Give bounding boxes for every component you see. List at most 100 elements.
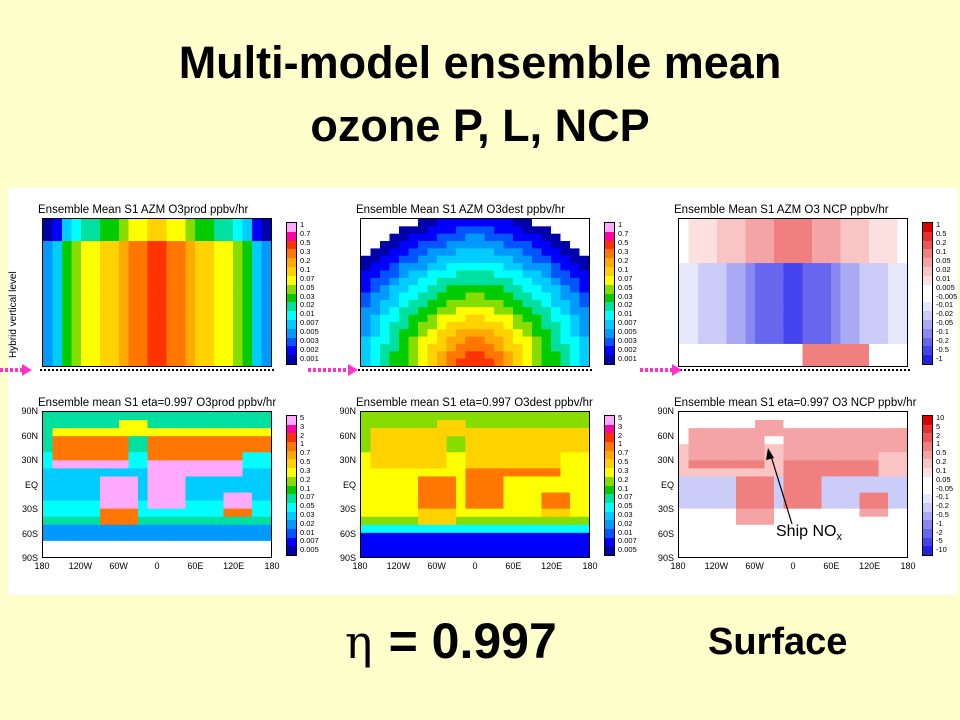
- heatmap-cell: [147, 540, 158, 550]
- heatmap-cell: [81, 444, 91, 453]
- heatmap-cell: [707, 307, 718, 316]
- colorbar-label: 0.3: [300, 246, 311, 256]
- heatmap-cell: [783, 263, 794, 271]
- heatmap-cell: [223, 307, 234, 316]
- heatmap-cell: [261, 292, 271, 301]
- heatmap-cell: [242, 255, 253, 264]
- heatmap-cell: [698, 270, 708, 279]
- heatmap-cell: [252, 468, 262, 477]
- heatmap-cell: [821, 452, 832, 461]
- heatmap-cell: [166, 452, 177, 461]
- heatmap-cell: [821, 444, 832, 453]
- heatmap-cell: [128, 219, 139, 227]
- heatmap-cell: [579, 452, 589, 461]
- heatmap-cell: [361, 219, 371, 227]
- heatmap-plot: [42, 218, 272, 367]
- heatmap-cell: [551, 444, 561, 453]
- heatmap-cell: [840, 468, 851, 477]
- heatmap-cell: [755, 468, 765, 477]
- heatmap-cell: [755, 524, 765, 534]
- heatmap-cell: [532, 508, 542, 518]
- colorbar-label: -0.1: [936, 492, 949, 502]
- heatmap-cell: [214, 484, 224, 494]
- heatmap-cell: [176, 460, 186, 469]
- heatmap-cell: [214, 444, 224, 453]
- colorbar-label: 0.01: [300, 527, 315, 537]
- heatmap-cell: [551, 351, 561, 360]
- heatmap-cell: [707, 508, 718, 518]
- heatmap-cell: [541, 226, 552, 235]
- heatmap-cell: [252, 248, 262, 257]
- heatmap-cell: [465, 336, 476, 345]
- heatmap-cell: [370, 277, 381, 286]
- heatmap-cell: [446, 329, 457, 338]
- heatmap-cell: [465, 508, 476, 518]
- heatmap-cell: [389, 358, 400, 366]
- heatmap-cell: [717, 468, 727, 477]
- heatmap-cell: [764, 255, 775, 264]
- heatmap-cell: [261, 277, 271, 286]
- heatmap-cell: [233, 532, 243, 542]
- heatmap-cell: [513, 524, 523, 534]
- heatmap-cell: [513, 248, 523, 257]
- heatmap-cell: [465, 524, 476, 534]
- heatmap-cell: [859, 329, 870, 338]
- heatmap-cell: [204, 226, 215, 235]
- colorbar-label: 0.2: [300, 255, 311, 265]
- heatmap-cell: [831, 343, 841, 352]
- heatmap-cell: [579, 277, 589, 286]
- heatmap-cell: [532, 263, 542, 271]
- heatmap-cell: [850, 508, 860, 518]
- heatmap-cell: [185, 241, 196, 249]
- heatmap-cell: [503, 299, 514, 308]
- heatmap-cell: [43, 307, 53, 316]
- heatmap-cell: [370, 219, 381, 227]
- heatmap-cell: [688, 548, 699, 557]
- heatmap-cell: [897, 524, 907, 534]
- heatmap-cell: [223, 508, 234, 518]
- heatmap-cell: [579, 524, 589, 534]
- colorbar-label: 0.1: [936, 465, 947, 475]
- heatmap-cell: [166, 500, 177, 510]
- heatmap-cell: [418, 540, 428, 550]
- heatmap-cell: [494, 343, 504, 352]
- heatmap-cell: [128, 314, 139, 323]
- heatmap-cell: [119, 460, 129, 469]
- colorbar-label: 2: [300, 430, 305, 440]
- heatmap-cell: [494, 292, 504, 301]
- heatmap-cell: [214, 476, 224, 485]
- heatmap-cell: [755, 292, 765, 301]
- heatmap-cell: [560, 500, 571, 510]
- heatmap-cell: [736, 358, 746, 366]
- heatmap-cell: [81, 484, 91, 494]
- heatmap-cell: [859, 524, 870, 534]
- heatmap-cell: [138, 263, 148, 271]
- heatmap-cell: [242, 492, 253, 502]
- colorbar-label: 0.02: [936, 264, 951, 274]
- heatmap-cell: [176, 270, 186, 279]
- heatmap-cell: [888, 420, 898, 429]
- heatmap-cell: [679, 270, 689, 279]
- heatmap-cell: [233, 420, 243, 429]
- colorbar-label: 3: [300, 421, 305, 431]
- colorbar-swatch: [923, 328, 932, 338]
- heatmap-cell: [195, 226, 205, 235]
- heatmap-cell: [408, 277, 419, 286]
- heatmap-cell: [437, 460, 447, 469]
- heatmap-cell: [119, 508, 129, 518]
- heatmap-cell: [532, 307, 542, 316]
- heatmap-cell: [408, 452, 419, 461]
- colorbar-label: 0.07: [618, 273, 633, 283]
- heatmap-cell: [679, 263, 689, 271]
- heatmap-cell: [90, 540, 101, 550]
- heatmap-cell: [764, 329, 775, 338]
- heatmap-cell: [233, 336, 243, 345]
- heatmap-cell: [707, 548, 718, 557]
- heatmap-cell: [513, 241, 523, 249]
- heatmap-cell: [494, 226, 504, 235]
- heatmap-cell: [793, 500, 803, 510]
- colorbar-swatch: [605, 442, 614, 451]
- heatmap-cell: [389, 299, 400, 308]
- heatmap-cell: [897, 285, 907, 293]
- heatmap-cell: [252, 484, 262, 494]
